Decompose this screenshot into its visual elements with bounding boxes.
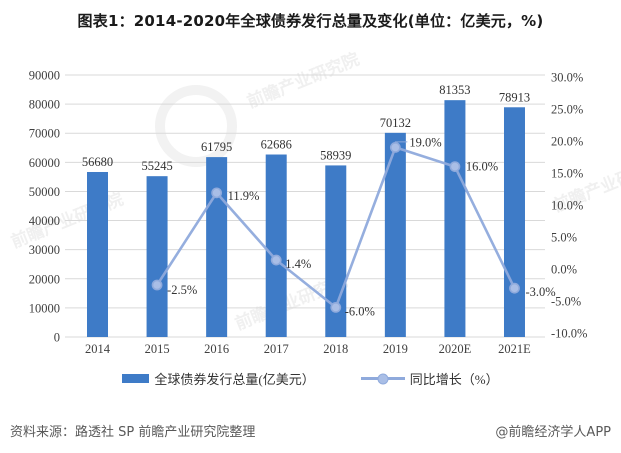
left-axis-tick-label: 60000 (29, 156, 60, 170)
right-axis-tick-label: -5.0% (551, 295, 581, 309)
line-marker (389, 141, 401, 153)
data-source-text: 资料来源：路透社 SP 前瞻产业研究院整理 (10, 425, 256, 440)
label-leader-line (394, 141, 408, 144)
watermark-text: 前瞻产业研究院 (244, 49, 362, 112)
line-value-label: -3.0% (525, 285, 555, 299)
credit-text: @前瞻经济学人APP (495, 425, 611, 440)
right-axis-tick-label: -10.0% (551, 327, 587, 341)
left-axis-tick-label: 10000 (29, 301, 60, 315)
line-value-label: 19.0% (409, 135, 441, 149)
line-marker (151, 279, 163, 291)
bar-value-label: 62686 (261, 138, 292, 152)
x-axis-label: 2019 (383, 342, 408, 356)
legend-bar-label: 全球债券发行总量(亿美元） (154, 372, 315, 387)
line-value-label: 16.0% (466, 160, 498, 174)
right-axis-tick-label: 5.0% (551, 231, 577, 245)
line-series-swatch-icon (360, 373, 405, 384)
left-axis-tick-label: 20000 (29, 272, 60, 286)
bar-series-swatch-icon (122, 374, 150, 383)
right-axis-tick-label: 10.0% (551, 199, 583, 213)
bar-value-label: 61795 (201, 140, 232, 154)
line-value-label: -2.5% (167, 283, 197, 297)
line-marker-icon (377, 373, 389, 384)
left-axis-tick-label: 30000 (29, 243, 60, 257)
bar-value-label: 78913 (499, 90, 530, 104)
bar (146, 176, 168, 337)
bar (265, 154, 287, 337)
right-axis-tick-label: 0.0% (551, 263, 577, 277)
bar-value-label: 56680 (82, 155, 113, 169)
line-marker (270, 254, 282, 266)
bar-value-label: 81353 (439, 83, 470, 97)
watermark-logo-swoosh-icon (167, 109, 226, 142)
x-axis-label: 2015 (145, 342, 170, 356)
bar (503, 107, 525, 338)
x-axis-label: 2020E (439, 342, 472, 356)
chart-title: 图表1：2014-2020年全球债券发行总量及变化(单位：亿美元，%) (77, 12, 544, 30)
line-marker (449, 161, 461, 172)
bar-value-label: 70132 (380, 116, 411, 130)
x-axis-label: 2018 (323, 342, 348, 356)
left-axis-tick-label: 40000 (29, 214, 60, 228)
left-axis-tick-label: 50000 (29, 185, 60, 199)
legend-item-bar-series: 全球债券发行总量(亿美元） (122, 369, 315, 388)
legend-line-label: 同比增长（%） (409, 372, 499, 387)
bar (87, 171, 108, 337)
x-axis-label: 2017 (264, 342, 289, 356)
right-axis-tick-label: 20.0% (551, 135, 583, 149)
bar (384, 132, 406, 337)
x-axis-label: 2016 (204, 342, 229, 356)
line-marker (211, 187, 223, 199)
bar-value-label: 55245 (141, 159, 172, 173)
bar (206, 157, 228, 337)
chart-legend: 全球债券发行总量(亿美元） 同比增长（%） (0, 369, 621, 388)
left-axis-tick-label: 80000 (29, 98, 60, 112)
left-axis-tick-label: 0 (54, 331, 60, 345)
x-axis-label: 2021E (498, 342, 531, 356)
left-axis-tick-label: 90000 (29, 69, 60, 83)
legend-item-line-series: 同比增长（%） (360, 369, 499, 388)
line-marker (330, 301, 342, 313)
line-value-label: 1.4% (285, 257, 311, 271)
x-axis-label: 2014 (85, 342, 111, 356)
left-axis-tick-label: 70000 (29, 127, 60, 141)
line-value-label: -6.0% (345, 304, 375, 318)
right-axis-tick-label: 25.0% (551, 103, 583, 117)
right-axis-tick-label: 15.0% (551, 167, 583, 181)
chart-footer: 资料来源：路透社 SP 前瞻产业研究院整理 @前瞻经济学人APP (0, 421, 621, 440)
bar (444, 100, 466, 337)
line-marker (509, 282, 520, 294)
right-axis-tick-label: 30.0% (551, 71, 583, 85)
line-value-label: 11.9% (228, 189, 260, 203)
bar-value-label: 58939 (320, 148, 351, 162)
